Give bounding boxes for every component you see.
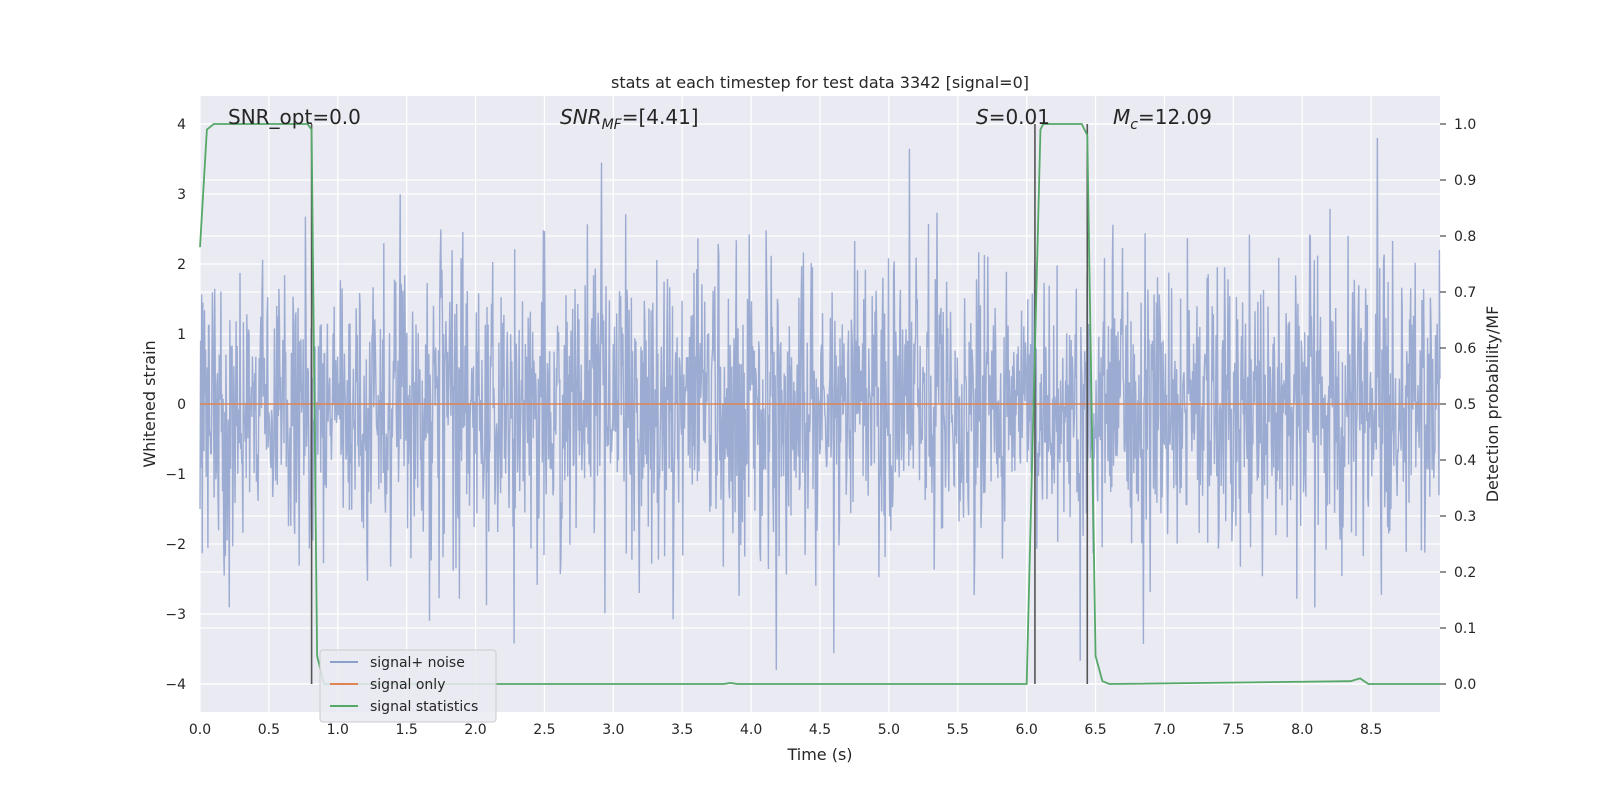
series-line-signal-statistics — [199, 123, 1440, 685]
x-tick-label: 8.0 — [1291, 722, 1313, 738]
x-tick-label: 4.5 — [809, 722, 831, 738]
y-tick-label: 3 — [177, 187, 186, 203]
y2-axis-label: Detection probability/MF — [1483, 306, 1502, 503]
y2-tick-label: 0.1 — [1454, 621, 1476, 637]
y2-tick-label: 0.6 — [1454, 341, 1476, 357]
y2-tick-label: 0.4 — [1454, 453, 1476, 469]
x-tick-label: 5.0 — [878, 722, 900, 738]
vertical-lines — [310, 124, 1089, 684]
x-tick-label: 1.5 — [396, 722, 418, 738]
legend-box — [319, 649, 497, 723]
y2-tick-label: 0.0 — [1454, 677, 1476, 693]
x-axis-label: Time (s) — [786, 745, 852, 764]
y2-tick-label: 0.5 — [1454, 397, 1476, 413]
annotation-s-stat: S=0.01 — [976, 105, 1050, 129]
x-tick-label: 3.5 — [671, 722, 693, 738]
x-tick-label: 7.5 — [1222, 722, 1244, 738]
y-tick-label: 0 — [177, 397, 186, 413]
series-line-signal-noise — [199, 137, 1441, 671]
annotation-snr-mf: SNRMF=[4.41] — [560, 105, 699, 133]
legend-label: signal+ noise — [370, 655, 465, 671]
x-tick-label: 3.0 — [602, 722, 624, 738]
x-tick-label: 1.0 — [327, 722, 349, 738]
x-tick-label: 8.5 — [1360, 722, 1382, 738]
legend: signal+ noise signal only signal statistic… — [319, 649, 497, 723]
y2-tick-label: 0.7 — [1454, 285, 1476, 301]
x-tick-label: 4.0 — [740, 722, 762, 738]
y-tick-label: 1 — [177, 327, 186, 343]
y-tick-label: −3 — [165, 607, 186, 623]
annotation-snr-opt: SNR_opt=0.0 — [228, 105, 361, 129]
y-tick-label: 4 — [177, 117, 186, 133]
y2-tick-label: 1.0 — [1454, 117, 1476, 133]
x-tick-label: 2.0 — [464, 722, 486, 738]
y2-tick-label: 0.8 — [1454, 229, 1476, 245]
x-tick-label: 0.5 — [258, 722, 280, 738]
y-tick-label: −1 — [165, 467, 186, 483]
x-tick-label: 6.5 — [1084, 722, 1106, 738]
x-tick-label: 7.0 — [1153, 722, 1175, 738]
y2-tick-label: 0.3 — [1454, 509, 1476, 525]
y-tick-label: 2 — [177, 257, 186, 273]
y-axis-label: Whitened strain — [140, 340, 159, 467]
legend-label: signal statistics — [370, 699, 478, 715]
y-tick-label: −2 — [165, 537, 186, 553]
noise-series — [199, 137, 1441, 671]
statistics-series — [199, 123, 1440, 685]
y2-tick-label: 0.9 — [1454, 173, 1476, 189]
y2-tick-label: 0.2 — [1454, 565, 1476, 581]
y-axis-ticks: 4 3 2 1 0 −1 −2 −3 −4 — [165, 117, 186, 693]
x-tick-label: 6.0 — [1016, 722, 1038, 738]
x-axis-ticks: 0.0 0.5 1.0 1.5 2.0 2.5 3.0 3.5 4.0 4.5 5.0 5.5 6.0 6… — [189, 722, 1382, 738]
x-tick-label: 2.5 — [533, 722, 555, 738]
y2-axis-ticks: 1.0 0.9 0.8 0.7 0.6 0.5 0.4 0.3 0.2 0.1 0.0 — [1440, 117, 1476, 693]
legend-label: signal only — [370, 677, 445, 693]
annotation-mc: Mc=12.09 — [1113, 105, 1212, 133]
y-tick-label: −4 — [165, 677, 186, 693]
x-tick-label: 0.0 — [189, 722, 211, 738]
x-tick-label: 5.5 — [947, 722, 969, 738]
chart-title: stats at each timestep for test data 334… — [611, 73, 1029, 92]
